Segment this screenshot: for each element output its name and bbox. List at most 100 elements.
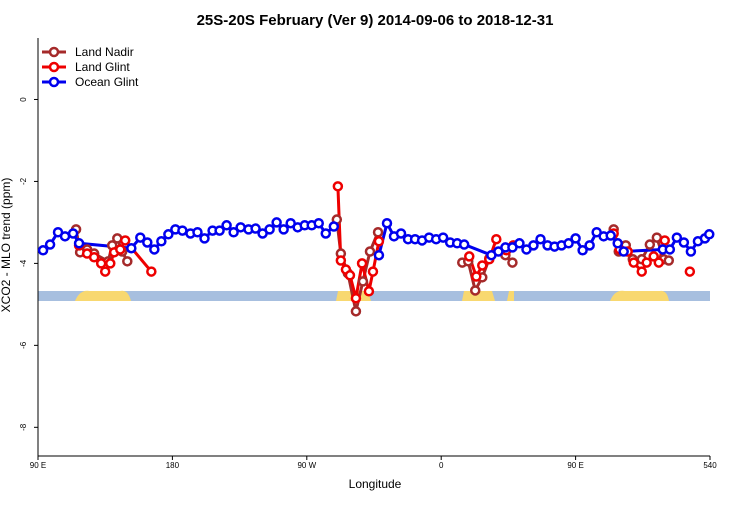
data-point bbox=[328, 221, 340, 232]
data-point bbox=[271, 217, 282, 228]
data-point bbox=[636, 266, 648, 277]
data-point bbox=[278, 224, 289, 235]
data-point bbox=[142, 237, 153, 248]
data-point bbox=[685, 246, 697, 257]
data-point bbox=[126, 242, 137, 254]
data-point bbox=[671, 232, 683, 243]
data-point bbox=[320, 228, 332, 239]
data-point bbox=[115, 244, 126, 255]
data-point bbox=[528, 240, 539, 251]
data-point bbox=[563, 238, 574, 249]
data-point bbox=[99, 266, 111, 277]
data-point bbox=[156, 236, 167, 247]
data-point bbox=[605, 230, 616, 241]
data-point bbox=[612, 238, 623, 249]
data-point bbox=[373, 249, 385, 261]
series-line bbox=[79, 186, 690, 298]
land-patch bbox=[75, 290, 131, 301]
data-point bbox=[644, 239, 656, 250]
data-point bbox=[44, 239, 56, 250]
data-point bbox=[350, 292, 362, 304]
data-point bbox=[73, 238, 85, 249]
y-tick-label: -8 bbox=[19, 423, 28, 431]
data-point bbox=[335, 255, 347, 266]
data-point bbox=[37, 245, 49, 256]
data-point bbox=[105, 258, 116, 269]
ocean-band bbox=[38, 291, 710, 301]
y-tick-label: 0 bbox=[19, 97, 28, 102]
data-point bbox=[514, 238, 525, 249]
data-point bbox=[659, 235, 671, 246]
data-point bbox=[344, 270, 356, 281]
data-point bbox=[163, 229, 174, 240]
data-point bbox=[641, 257, 652, 268]
data-point bbox=[135, 232, 146, 243]
data-point bbox=[364, 246, 376, 257]
data-point bbox=[149, 244, 160, 255]
data-point bbox=[122, 256, 133, 267]
data-point bbox=[373, 236, 385, 247]
data-point bbox=[664, 244, 676, 255]
x-tick-label: 90 W bbox=[297, 461, 316, 470]
legend-label: Land Nadir bbox=[75, 45, 134, 59]
y-tick-label: -4 bbox=[19, 259, 28, 267]
data-point bbox=[228, 226, 239, 238]
data-point bbox=[678, 237, 690, 248]
legend-marker bbox=[48, 61, 60, 73]
data-point bbox=[704, 229, 715, 240]
y-tick-label: -6 bbox=[19, 341, 28, 349]
data-point bbox=[381, 217, 393, 229]
data-point bbox=[469, 285, 481, 296]
data-point bbox=[372, 226, 384, 238]
data-point bbox=[146, 266, 157, 277]
data-point bbox=[199, 233, 210, 244]
data-point bbox=[214, 225, 225, 236]
data-point bbox=[663, 255, 675, 266]
legend-label: Ocean Glint bbox=[75, 75, 139, 89]
data-point bbox=[618, 246, 629, 257]
y-tick-label: -2 bbox=[19, 177, 28, 185]
data-point bbox=[684, 266, 696, 277]
data-point bbox=[491, 233, 502, 245]
legend-label: Land Glint bbox=[75, 60, 130, 74]
x-tick-label: 90 E bbox=[30, 461, 46, 470]
data-point bbox=[332, 181, 344, 192]
data-point bbox=[313, 217, 324, 229]
data-point bbox=[464, 251, 475, 262]
data-point bbox=[507, 257, 518, 268]
x-tick-label: 90 E bbox=[567, 461, 583, 470]
data-point bbox=[570, 233, 581, 244]
data-point bbox=[584, 240, 595, 251]
data-point bbox=[395, 228, 407, 239]
x-axis-label: Longitude bbox=[349, 477, 402, 491]
data-point bbox=[192, 226, 203, 238]
data-point bbox=[221, 220, 232, 231]
data-point bbox=[437, 232, 449, 243]
data-point bbox=[59, 231, 71, 242]
data-point bbox=[250, 223, 261, 234]
data-point bbox=[119, 235, 131, 246]
chart-title: 25S-20S February (Ver 9) 2014-09-06 to 2… bbox=[197, 12, 554, 29]
legend-marker bbox=[48, 76, 60, 88]
land-patch bbox=[610, 290, 669, 301]
land-patch bbox=[507, 291, 514, 301]
x-tick-label: 0 bbox=[439, 461, 444, 470]
data-point bbox=[628, 257, 639, 268]
x-tick-label: 180 bbox=[166, 461, 180, 470]
data-point bbox=[458, 239, 470, 250]
data-point bbox=[264, 224, 275, 235]
data-point bbox=[653, 257, 665, 268]
data-point bbox=[88, 251, 100, 263]
y-axis-label: XCO2 - MLO trend (ppm) bbox=[0, 178, 13, 313]
data-point bbox=[95, 258, 107, 269]
data-point bbox=[577, 245, 588, 256]
data-point bbox=[477, 260, 488, 271]
land-patch bbox=[462, 291, 495, 301]
data-point bbox=[363, 286, 375, 297]
legend-marker bbox=[48, 46, 60, 58]
data-point bbox=[356, 258, 368, 269]
data-point bbox=[67, 228, 79, 239]
data-point bbox=[535, 233, 546, 245]
data-point bbox=[471, 271, 482, 282]
